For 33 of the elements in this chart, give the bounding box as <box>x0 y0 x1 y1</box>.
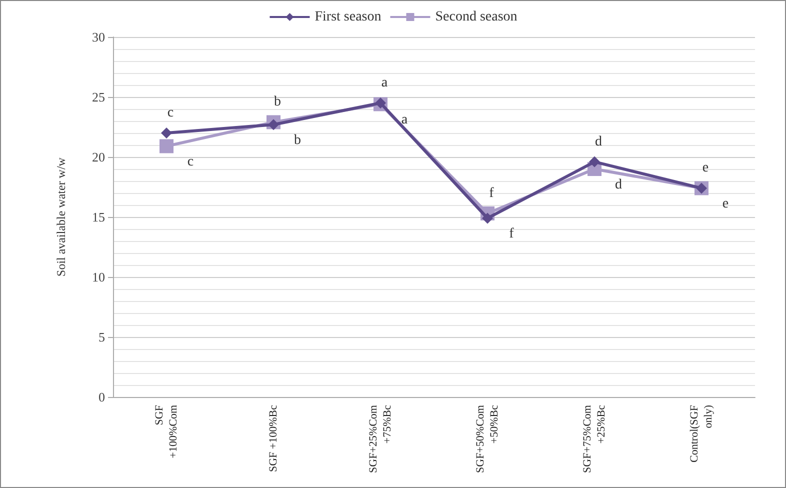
legend-label: First season <box>314 10 382 24</box>
x-tick-label: SGF+50%Com +50%Bc <box>474 404 500 473</box>
x-tick-label: SGF+25%Com +75%Bc <box>368 404 394 473</box>
y-axis-title: Soil available water w/w <box>54 157 68 276</box>
annotation: b <box>294 133 301 148</box>
y-tick-label: 30 <box>92 30 105 44</box>
y-tick-label: 10 <box>92 270 105 284</box>
point <box>482 212 493 224</box>
annotation: d <box>595 134 602 150</box>
point <box>268 119 279 130</box>
x-tick-label: Control(SGF only) <box>688 404 714 462</box>
annotation: e <box>702 160 709 176</box>
point <box>160 139 174 154</box>
x-tick-label: SGF +100%Bc <box>268 404 280 472</box>
annotation: f <box>509 226 514 242</box>
x-tick-label: SGF+75%Com +25%Bc <box>582 404 608 473</box>
x-tick-label: SGF +100%Com <box>154 404 180 458</box>
annotation: c <box>167 106 174 120</box>
annotation: e <box>722 196 729 212</box>
annotation: a <box>381 76 388 90</box>
legend-label: Second season <box>435 10 518 24</box>
annotation: d <box>615 178 622 192</box>
y-tick-label: 5 <box>98 330 105 344</box>
annotation: c <box>187 154 194 170</box>
annotation: b <box>274 94 281 110</box>
annotation: a <box>401 112 408 128</box>
point <box>161 128 172 138</box>
y-tick-label: 20 <box>92 150 105 164</box>
annotation: f <box>489 186 494 201</box>
point <box>589 156 600 168</box>
y-tick-label: 25 <box>92 90 105 104</box>
y-tick-label: 15 <box>92 210 105 224</box>
y-tick-label: 0 <box>98 390 105 404</box>
